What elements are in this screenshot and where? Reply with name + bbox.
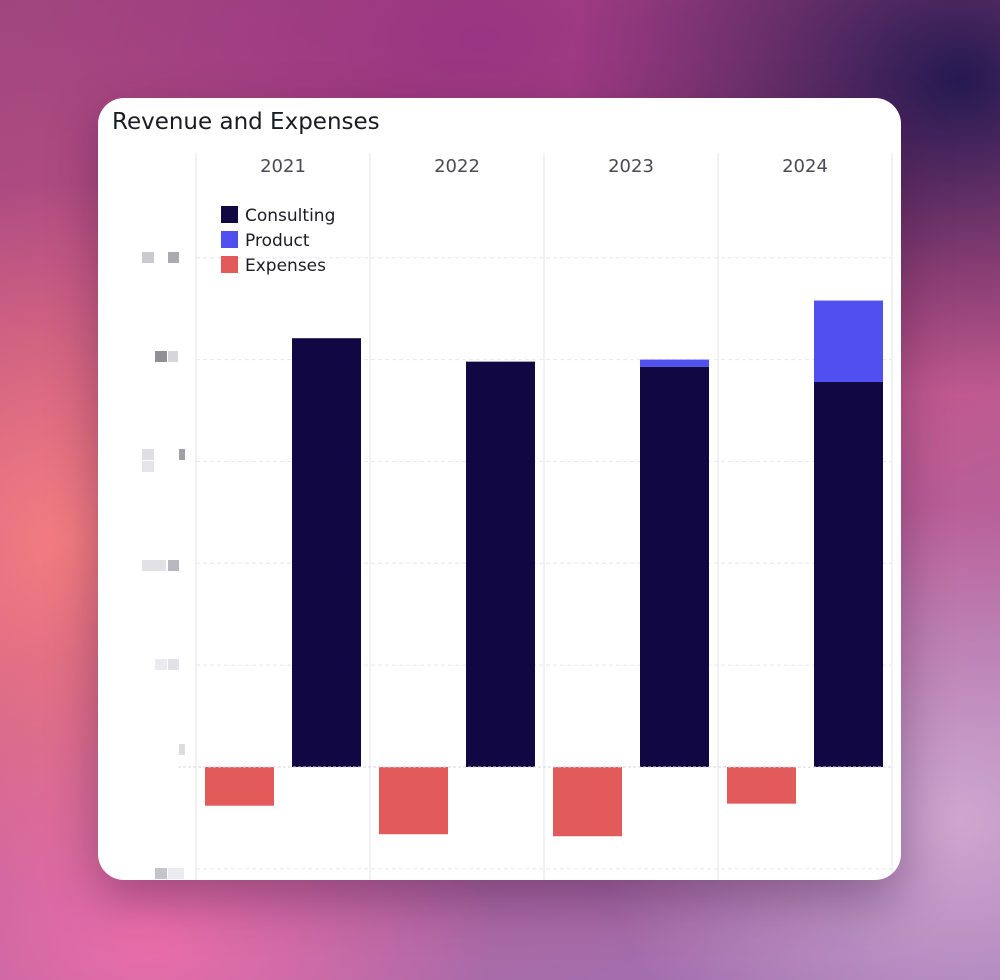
obscured-axis-label <box>168 659 179 670</box>
obscured-axis-label <box>168 252 179 263</box>
bar-expenses <box>553 767 622 837</box>
obscured-axis-label <box>179 744 185 755</box>
legend-swatch <box>221 256 238 273</box>
bar-consulting <box>640 366 709 767</box>
obscured-axis-label <box>142 449 154 460</box>
year-label: 2022 <box>434 156 480 177</box>
year-label: 2023 <box>608 156 654 177</box>
obscured-axis-label <box>168 868 184 879</box>
year-label: 2021 <box>260 156 306 177</box>
legend-swatch <box>221 206 238 223</box>
obscured-axis-label <box>155 351 167 362</box>
chart-plot: 2021 2022 2023 2024 Consulting Product Expense… <box>142 153 893 880</box>
bar-consulting <box>814 382 883 767</box>
bar-expenses <box>727 767 796 804</box>
bar-expenses <box>205 767 274 806</box>
year-label: 2024 <box>782 156 828 177</box>
legend-label: Consulting <box>245 206 335 226</box>
obscured-axis-label <box>179 449 185 460</box>
legend-swatch <box>221 231 238 248</box>
obscured-axis-label <box>168 560 179 571</box>
obscured-axis-label <box>168 351 178 362</box>
obscured-axis-label <box>155 868 167 879</box>
bar-consulting <box>466 361 535 767</box>
bar-expenses <box>379 767 448 835</box>
obscured-axis-label <box>142 252 154 263</box>
chart-card: Revenue and Expenses 2021 2022 2023 2024 Con… <box>98 98 901 880</box>
legend-label: Product <box>245 231 310 251</box>
bar-product <box>814 300 883 383</box>
obscured-axis-label <box>142 461 154 472</box>
obscured-axis-label <box>155 659 167 670</box>
bar-consulting <box>292 338 361 767</box>
chart-title: Revenue and Expenses <box>112 109 380 135</box>
bar-product <box>640 359 709 367</box>
legend-label: Expenses <box>245 256 326 276</box>
obscured-axis-label <box>142 560 166 571</box>
